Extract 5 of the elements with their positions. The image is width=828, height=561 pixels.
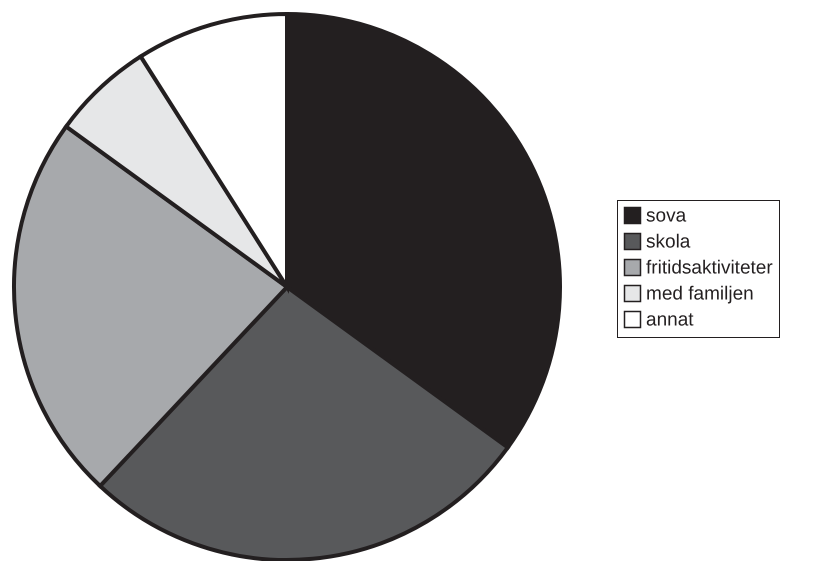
- legend-label: skola: [646, 232, 691, 252]
- legend-label: med familjen: [646, 284, 754, 304]
- legend-label: sova: [646, 206, 687, 226]
- legend-label: annat: [646, 310, 694, 330]
- legend-label: fritidsaktiviteter: [646, 258, 774, 278]
